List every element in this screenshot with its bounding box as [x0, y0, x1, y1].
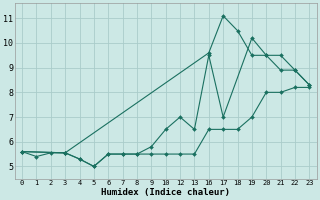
X-axis label: Humidex (Indice chaleur): Humidex (Indice chaleur) — [101, 188, 230, 197]
